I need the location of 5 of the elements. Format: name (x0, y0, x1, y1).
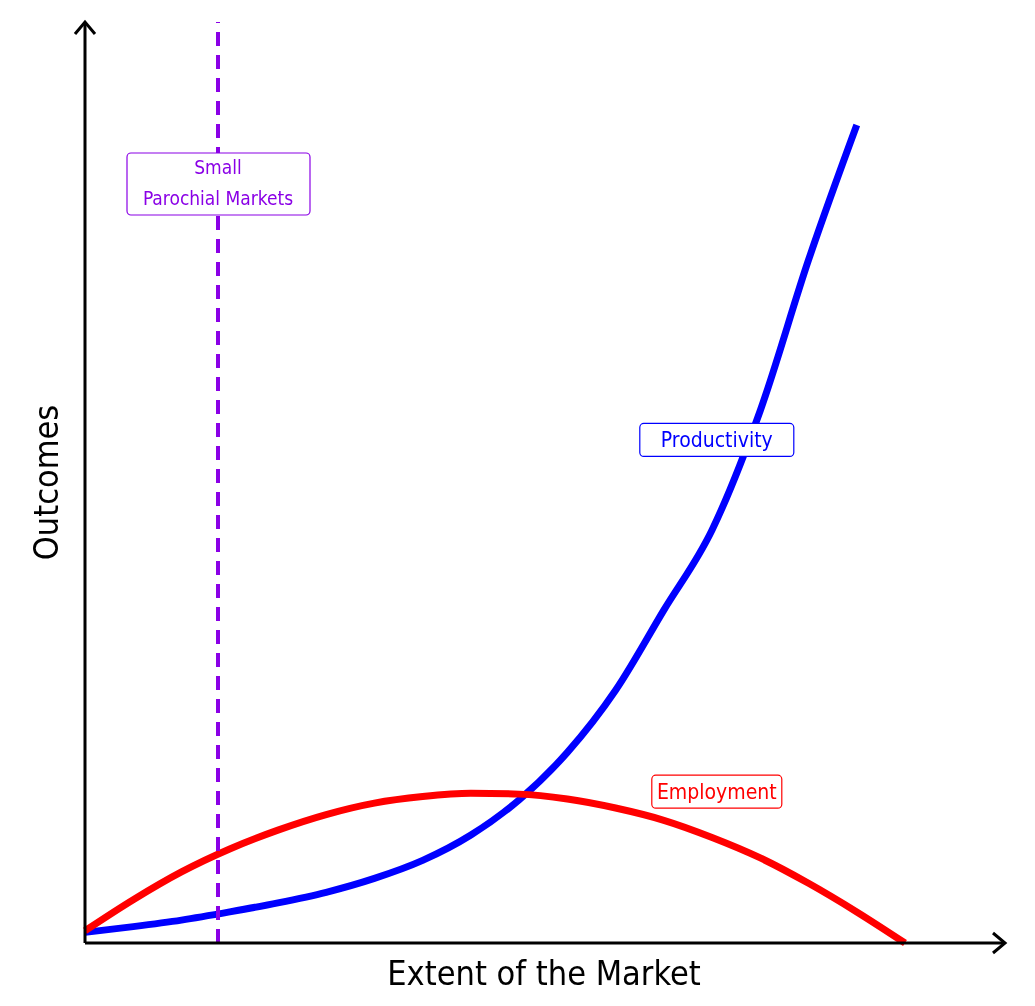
x-axis-title: Extent of the Market (387, 953, 701, 993)
annotation: Small Parochial Markets (142, 156, 294, 209)
y-axis-title: Outcomes (26, 404, 66, 561)
series-label: Productivity (660, 428, 773, 453)
series-label: Employment (656, 780, 777, 805)
